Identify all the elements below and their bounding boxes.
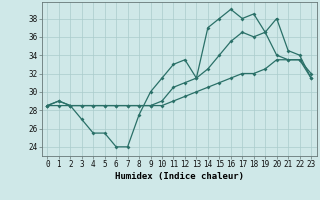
X-axis label: Humidex (Indice chaleur): Humidex (Indice chaleur) bbox=[115, 172, 244, 181]
